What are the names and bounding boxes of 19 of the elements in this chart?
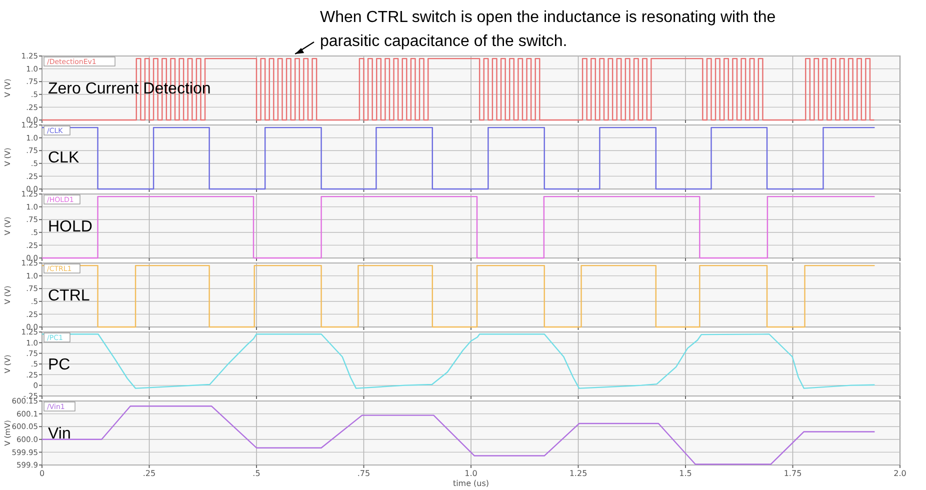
text: PC (48, 356, 70, 374)
text: CLK (48, 150, 80, 167)
x-tick-label: 2.0 (894, 469, 906, 478)
text: CTRL (48, 288, 90, 305)
x-tick-label: .75 (357, 469, 370, 478)
x-tick-label: 1.0 (464, 469, 478, 478)
x-tick-label: 1.5 (679, 469, 692, 478)
x-tick-label: 1.75 (784, 469, 802, 478)
text: HOLD (48, 218, 92, 236)
text: When CTRL switch is open the inductance is resonating with the parasitic capacitance of the switch. (320, 9, 776, 50)
x-axis-title: time (us) (452, 479, 490, 488)
x-tick-label: .25 (142, 469, 156, 478)
line-series (41, 334, 876, 389)
text: Vin (48, 426, 71, 443)
x-tick-label: 1.25 (569, 469, 588, 478)
text: Zero Current Detection (48, 80, 211, 98)
x-tick-label: 0 (39, 469, 45, 478)
line-series (41, 406, 876, 465)
x-tick-label: .5 (252, 469, 260, 478)
